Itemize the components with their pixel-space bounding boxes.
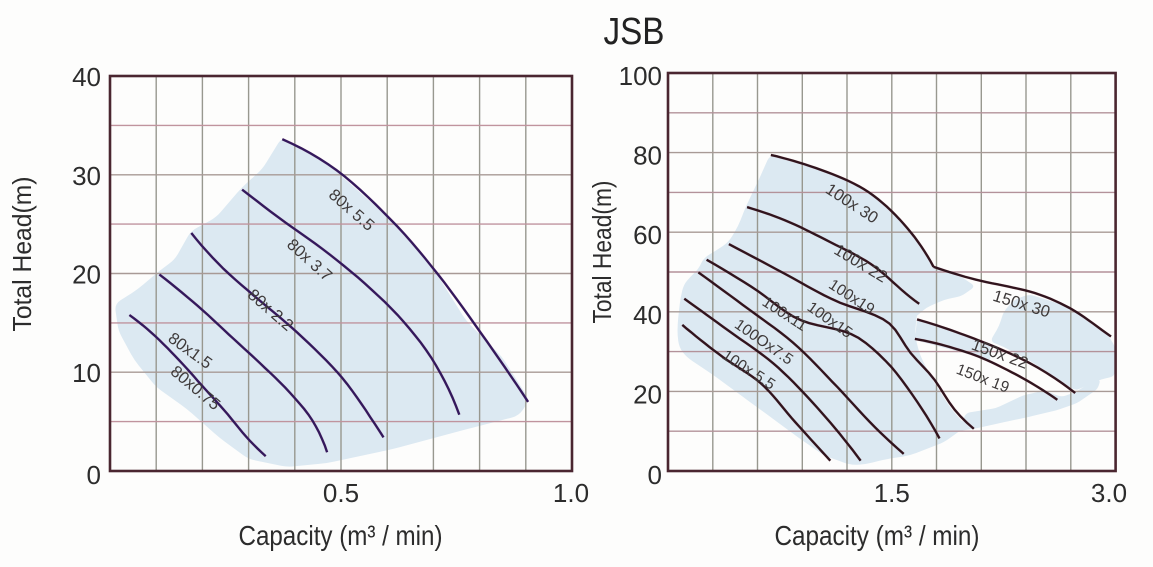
svg-text:0.5: 0.5 [323,478,359,508]
svg-text:100: 100 [619,61,662,91]
svg-text:0: 0 [648,460,662,490]
svg-text:Capacity (m³ / min): Capacity (m³ / min) [775,520,980,551]
svg-text:10: 10 [72,358,101,388]
svg-text:Capacity (m³ / min): Capacity (m³ / min) [239,520,443,551]
svg-text:3.0: 3.0 [1091,478,1127,508]
svg-text:Total Head(m): Total Head(m) [587,181,617,324]
svg-text:20: 20 [72,260,101,290]
svg-text:1.0: 1.0 [553,478,589,508]
svg-text:20: 20 [633,379,662,409]
svg-text:JSB: JSB [604,11,665,53]
svg-text:0: 0 [87,460,101,490]
svg-text:40: 40 [72,62,101,92]
svg-text:60: 60 [633,220,662,250]
svg-text:Total Head(m): Total Head(m) [7,177,37,332]
svg-text:1.5: 1.5 [874,478,910,508]
svg-text:30: 30 [72,161,101,191]
svg-text:80: 80 [633,141,662,171]
svg-text:40: 40 [633,300,662,330]
